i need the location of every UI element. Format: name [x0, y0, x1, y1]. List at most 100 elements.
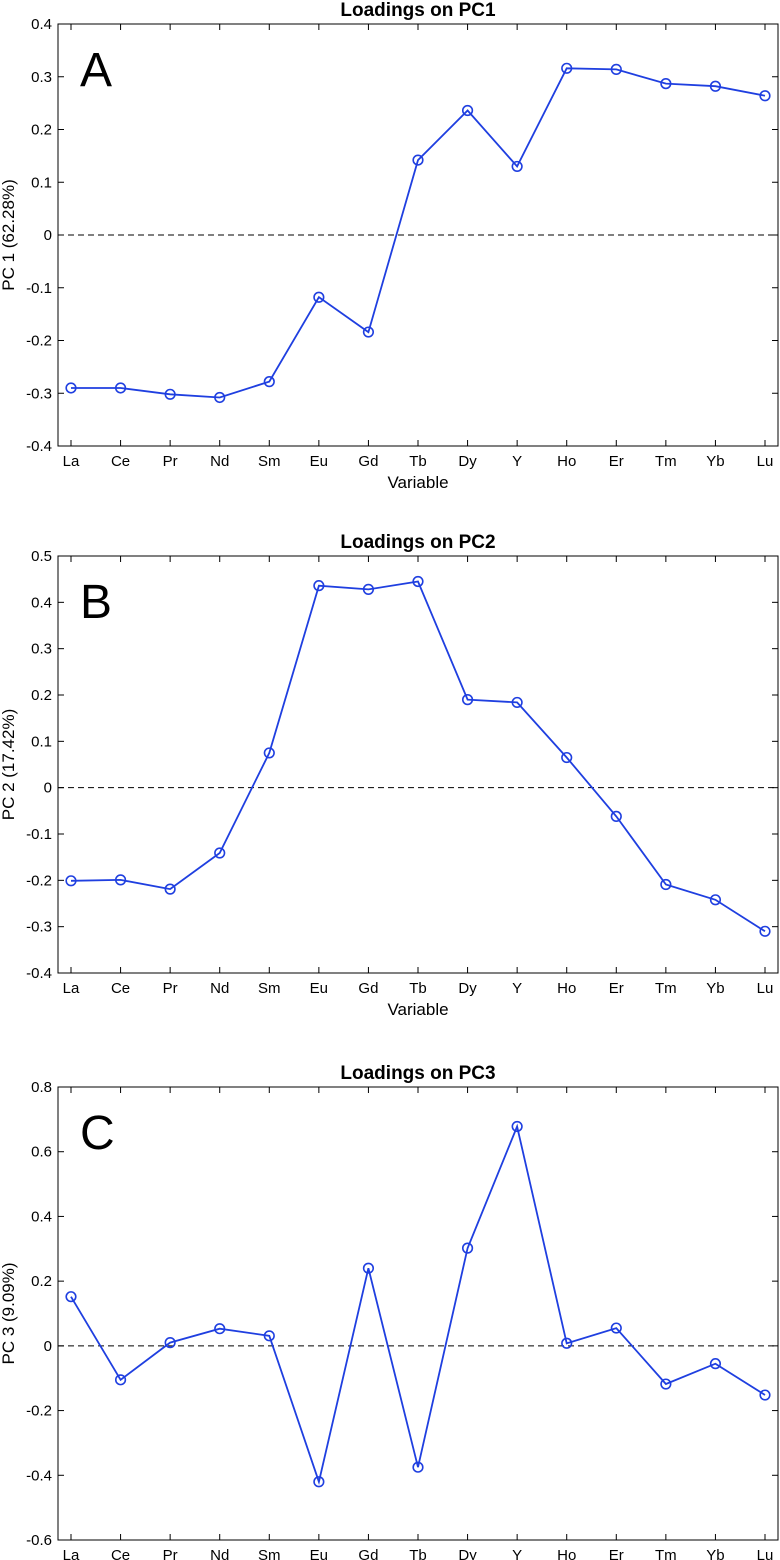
x-tick-label: Ce — [111, 453, 130, 470]
y-axis-label: PC 1 (62.28%) — [0, 179, 18, 291]
x-tick-label: Nd — [210, 980, 229, 997]
y-tick-label: 0.2 — [31, 687, 52, 704]
chart-title: Loadings on PC2 — [340, 532, 495, 553]
x-tick-label: Ce — [111, 1547, 130, 1560]
y-tick-label: 0.6 — [31, 1144, 52, 1161]
data-point-yb — [709, 894, 722, 906]
y-axis-label: PC 3 (9.09%) — [0, 1262, 18, 1364]
y-tick-label: -0.2 — [26, 333, 52, 350]
data-point-tm — [660, 78, 672, 90]
data-point-eu — [313, 1476, 325, 1488]
data-point-er — [610, 1322, 622, 1334]
data-point-ho — [561, 751, 573, 764]
data-point-tb — [412, 1461, 424, 1473]
x-tick-label: Yb — [706, 980, 724, 997]
y-tick-label: 0 — [44, 227, 52, 244]
x-tick-label: Nd — [210, 1547, 229, 1560]
x-tick-label: Sm — [258, 980, 281, 997]
data-point-la — [65, 875, 77, 887]
data-point-lu — [759, 1389, 771, 1401]
x-tick-label: Dy — [458, 980, 477, 997]
y-tick-label: 0.3 — [31, 641, 52, 658]
y-tick-label: 0.2 — [31, 1273, 52, 1290]
data-point-eu — [313, 580, 325, 592]
y-tick-label: 0.4 — [31, 594, 52, 611]
x-tick-label: La — [63, 453, 80, 470]
x-tick-label: Pr — [163, 1547, 178, 1560]
data-point-lu — [759, 925, 771, 937]
y-tick-label: 0.3 — [31, 69, 52, 86]
x-tick-label: Nd — [210, 453, 229, 470]
x-tick-label: Ho — [557, 1547, 576, 1560]
data-point-dy — [461, 694, 474, 706]
data-point-pr — [164, 1337, 176, 1349]
series-line — [70, 580, 766, 933]
panel-label: C — [80, 1107, 115, 1160]
data-point-er — [610, 810, 622, 822]
data-point-pr — [164, 883, 176, 895]
x-tick-label: Ho — [557, 453, 576, 470]
x-tick-label: La — [63, 1547, 80, 1560]
data-point-sm — [263, 376, 275, 388]
data-point-sm — [263, 1330, 275, 1342]
data-point-tm — [660, 1378, 672, 1390]
x-axis-label: Variable — [387, 473, 448, 492]
y-tick-label: 0 — [44, 1338, 52, 1355]
data-point-yb — [709, 1358, 722, 1370]
y-tick-label: 0.1 — [31, 174, 52, 191]
chart-panel-c: Loadings on PC3 -0.6 -0.4 -0.2 0 0.2 0.4 0.6 0.8… — [0, 1063, 779, 1560]
chart-panel-b: Loadings on PC2 -0.4 -0.3 -0.2 -0.1 0 0.1 0.2 0.… — [0, 532, 779, 1019]
x-tick-label: Dy — [458, 453, 477, 470]
chart-panel-a: Loadings on PC1 -0.4 -0.3 -0.2 -0.1 0 0.1 0.2 0.… — [0, 0, 779, 492]
x-tick-label: Yb — [706, 453, 724, 470]
panel-label: A — [80, 44, 112, 97]
x-tick-label: Tm — [655, 1547, 677, 1560]
x-tick-label: Eu — [310, 1547, 328, 1560]
x-tick-label: Tm — [655, 980, 677, 997]
x-tick-label: Eu — [310, 980, 328, 997]
x-tick-label: Pr — [163, 980, 178, 997]
y-tick-label: -0.3 — [26, 919, 52, 936]
y-tick-label: -0.2 — [26, 872, 52, 889]
chart-title: Loadings on PC3 — [340, 1063, 495, 1084]
data-point-ce — [114, 874, 127, 886]
x-tick-label: Y — [512, 980, 522, 997]
y-tick-label: 0.8 — [31, 1079, 52, 1096]
x-tick-label: Ho — [557, 980, 576, 997]
data-point-dy — [461, 104, 474, 117]
data-point-la — [65, 1291, 77, 1303]
data-point-ce — [114, 382, 127, 394]
data-point-nd — [214, 847, 226, 859]
x-tick-label: Gd — [358, 453, 378, 470]
x-tick-label: Yb — [706, 1547, 724, 1560]
x-tick-label: Tb — [409, 1547, 427, 1560]
data-point-sm — [263, 747, 275, 759]
y-tick-label: 0.4 — [31, 1208, 52, 1225]
y-tick-label: 0.1 — [31, 733, 52, 750]
data-point-y — [511, 696, 523, 709]
data-point-y — [511, 1120, 523, 1133]
x-tick-label: Sm — [258, 1547, 281, 1560]
x-tick-label: La — [63, 980, 80, 997]
y-tick-label: -0.1 — [26, 826, 52, 843]
data-point-tb — [412, 154, 424, 166]
x-tick-label: Ce — [111, 980, 130, 997]
x-tick-label: Gd — [358, 980, 378, 997]
data-point-dy — [461, 1242, 474, 1254]
plot-frame — [57, 555, 779, 974]
x-tick-label: Lu — [757, 980, 774, 997]
data-point-tm — [660, 878, 672, 891]
chart-title: Loadings on PC1 — [340, 0, 496, 21]
data-point-nd — [214, 391, 226, 404]
x-tick-label: Lu — [757, 1547, 774, 1560]
series-line — [70, 1123, 766, 1486]
x-tick-label: Lu — [757, 453, 774, 470]
x-tick-label: Eu — [310, 453, 328, 470]
series-line — [71, 67, 766, 399]
x-tick-label: Tb — [409, 453, 427, 470]
y-tick-label: -0.6 — [26, 1532, 52, 1549]
y-tick-label: -0.4 — [26, 965, 52, 982]
data-point-gd — [362, 326, 375, 338]
x-tick-label: Y — [512, 1547, 522, 1560]
